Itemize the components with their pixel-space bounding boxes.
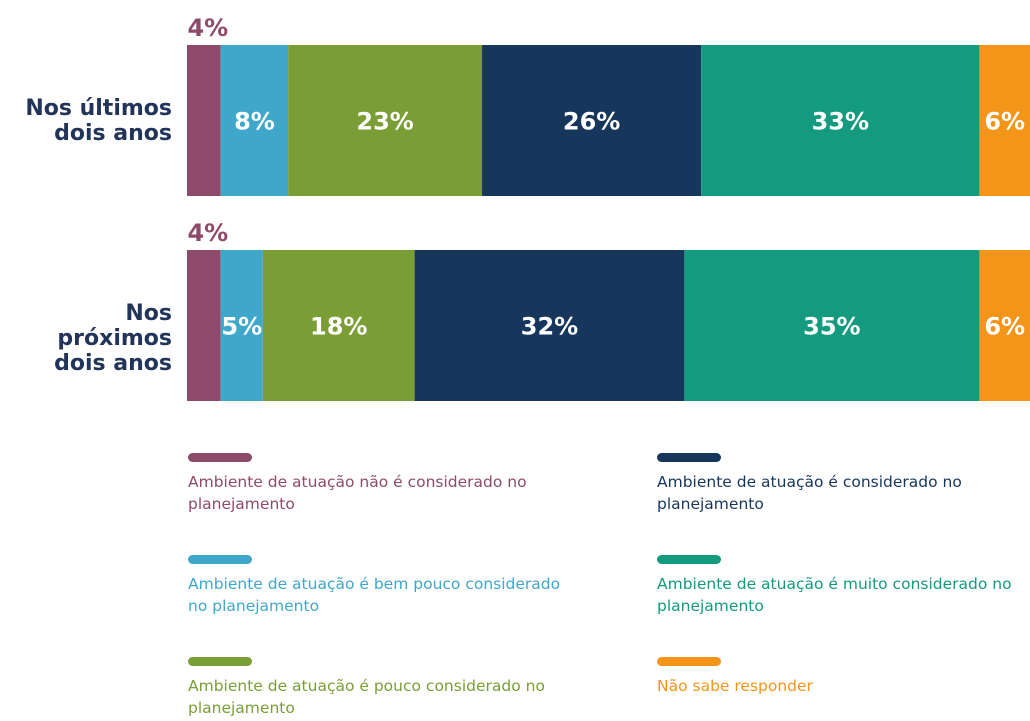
legend-swatch xyxy=(657,657,721,666)
bar-segment xyxy=(220,45,289,196)
legend-label: Ambiente de atuação não é considerado no… xyxy=(188,473,527,513)
legend-swatch xyxy=(188,555,252,564)
bar-segment xyxy=(220,250,263,401)
category-label: Nos próximos dois anos xyxy=(54,300,172,376)
legend-label: Ambiente de atuação é muito considerado … xyxy=(657,575,1012,615)
bar-segment xyxy=(187,250,221,401)
legend-label: Ambiente de atuação é considerado no pla… xyxy=(657,473,962,513)
legend-swatch xyxy=(657,555,721,564)
legend-swatch xyxy=(657,453,721,462)
bar-segment xyxy=(979,250,1030,401)
bar-segment xyxy=(482,45,702,196)
value-label: 4% xyxy=(187,219,228,247)
bar-segment xyxy=(979,45,1030,196)
value-label: 8% xyxy=(234,108,275,136)
legend-label: Ambiente de atuação é pouco considerado … xyxy=(188,677,545,717)
value-label: 32% xyxy=(521,313,578,341)
value-label: 26% xyxy=(563,108,620,136)
value-label: 23% xyxy=(356,108,413,136)
bar-segment xyxy=(262,250,415,401)
bar-segment xyxy=(701,45,980,196)
legend-swatch xyxy=(188,657,252,666)
value-label: 6% xyxy=(984,313,1025,341)
value-label: 35% xyxy=(803,313,860,341)
value-label: 18% xyxy=(310,313,367,341)
bar-segment xyxy=(288,45,483,196)
category-label: Nos últimos dois anos xyxy=(25,95,172,146)
legend-label: Não sabe responder xyxy=(657,677,813,695)
bar-segment xyxy=(684,250,980,401)
value-label: 5% xyxy=(221,313,262,341)
value-label: 4% xyxy=(187,14,228,42)
value-label: 33% xyxy=(812,108,869,136)
value-label: 6% xyxy=(984,108,1025,136)
legend-label: Ambiente de atuação é bem pouco consider… xyxy=(188,575,561,615)
legend-swatch xyxy=(188,453,252,462)
bar-segment xyxy=(414,250,685,401)
bar-segment xyxy=(187,45,221,196)
